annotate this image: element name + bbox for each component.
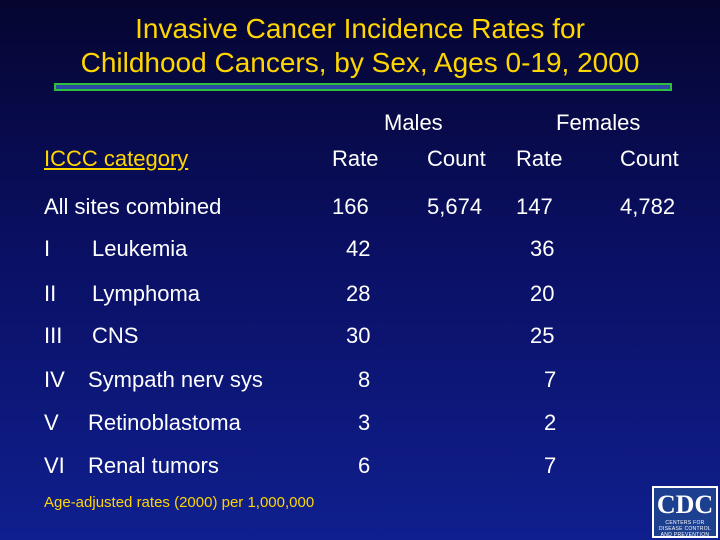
row-name: CNS (92, 323, 139, 348)
cdc-logo: CDC CENTERS FOR DISEASE CONTROL AND PREV… (652, 486, 718, 538)
row-code: III (44, 323, 63, 348)
row-female-rate: 25 (530, 323, 555, 348)
slide-title: Invasive Cancer Incidence Rates for Chil… (0, 12, 720, 80)
all-sites-male-count: 5,674 (427, 194, 483, 219)
row-male-rate: 30 (346, 323, 371, 348)
all-sites-male-rate: 166 (332, 194, 369, 219)
title-line-1: Invasive Cancer Incidence Rates for (135, 13, 585, 44)
all-sites-label: All sites combined (44, 194, 222, 219)
row-male-rate: 28 (346, 281, 371, 306)
title-divider (54, 83, 672, 91)
row-male-rate: 3 (358, 410, 371, 435)
all-sites-female-count: 4,782 (620, 194, 676, 219)
row-name: Sympath nerv sys (88, 367, 263, 392)
row-male-rate: 42 (346, 236, 371, 261)
category-header: ICCC category (44, 146, 189, 171)
male-rate-header: Rate (332, 146, 379, 171)
cdc-logo-subtext: CENTERS FOR DISEASE CONTROL AND PREVENTI… (658, 520, 711, 538)
males-header: Males (384, 110, 443, 135)
row-name: Lymphoma (92, 281, 201, 306)
female-count-header: Count (620, 146, 679, 171)
row-male-rate: 6 (358, 453, 371, 478)
row-code: VI (44, 453, 65, 478)
females-header: Females (556, 110, 641, 135)
row-female-rate: 7 (544, 367, 557, 392)
cdc-logo-text: CDC (656, 490, 714, 519)
row-female-rate: 2 (544, 410, 557, 435)
male-count-header: Count (427, 146, 486, 171)
row-code: IV (44, 367, 65, 392)
footnote: Age-adjusted rates (2000) per 1,000,000 (44, 494, 315, 511)
row-name: Leukemia (92, 236, 188, 261)
row-code: II (44, 281, 57, 306)
row-female-rate: 36 (530, 236, 555, 261)
row-name: Renal tumors (88, 453, 219, 478)
row-male-rate: 8 (358, 367, 371, 392)
row-female-rate: 20 (530, 281, 555, 306)
row-name: Retinoblastoma (88, 410, 241, 435)
all-sites-female-rate: 147 (516, 194, 553, 219)
female-rate-header: Rate (516, 146, 563, 171)
row-code: V (44, 410, 59, 435)
row-female-rate: 7 (544, 453, 557, 478)
row-code: I (44, 236, 51, 261)
title-line-2: Childhood Cancers, by Sex, Ages 0-19, 20… (80, 47, 640, 78)
